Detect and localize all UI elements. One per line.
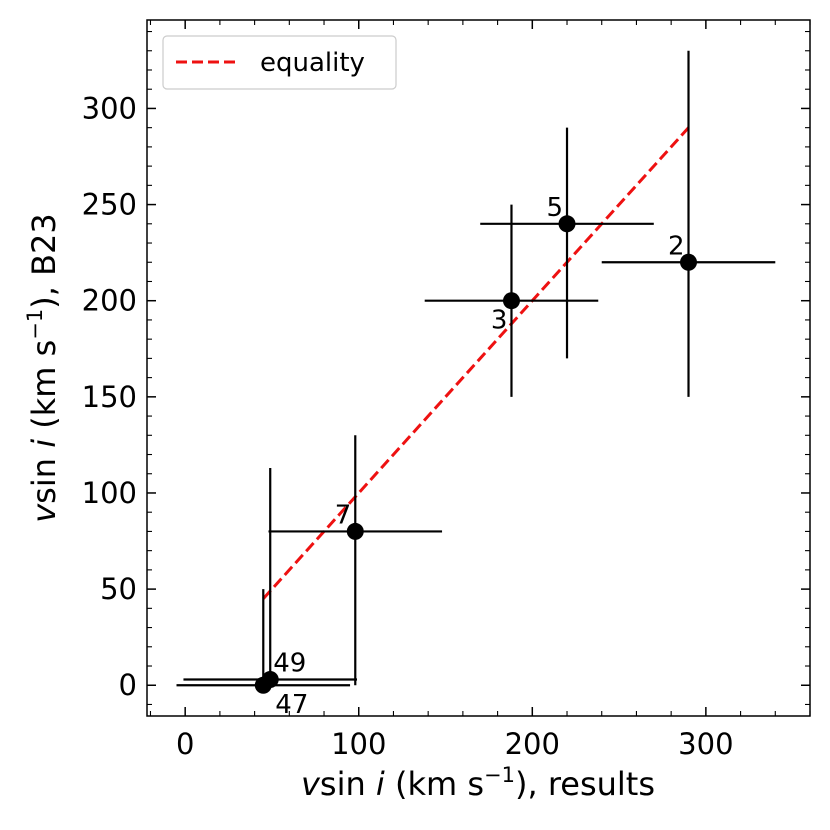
y-axis-label-v: v [25, 503, 63, 523]
y-tick-label: 200 [82, 284, 137, 318]
y-axis-label-exponent: −1 [23, 309, 47, 340]
legend-box [162, 35, 397, 90]
axis-ticks [147, 20, 811, 716]
x-axis-label-i: i [376, 765, 385, 803]
tick-labels: 0 100 200 300 0 50 100 150 200 250 300 [82, 91, 734, 761]
point-label-5: 5 [546, 193, 563, 223]
data-point-2 [680, 253, 698, 271]
plot-frame [146, 19, 811, 717]
point-label-3: 3 [491, 306, 508, 336]
point-label-49: 49 [273, 648, 306, 678]
x-axis-label-rest: ), results [515, 765, 655, 803]
y-axis-label-rest: ), B23 [25, 213, 63, 309]
y-axis-label-sin: sin [25, 448, 63, 504]
point-label-2: 2 [668, 231, 685, 261]
x-axis-label-exponent: −1 [484, 763, 515, 787]
y-axis-label-i: i [25, 439, 63, 448]
data-point-3 [502, 292, 520, 310]
y-tick-label: 0 [119, 668, 137, 702]
y-axis-label: vsin i (km s−1), B23 [23, 213, 63, 523]
x-axis-label-units: (km s [385, 765, 484, 803]
data-point-47 [254, 676, 272, 694]
x-axis-label-v: v [301, 765, 321, 803]
x-tick-label: 200 [505, 727, 560, 761]
equality-line-layer [262, 126, 690, 600]
x-tick-label: 300 [678, 727, 733, 761]
legend: equality [162, 35, 397, 90]
equality-line [262, 126, 690, 600]
x-axis-label-sin: sin [320, 765, 376, 803]
point-label-47: 47 [275, 690, 308, 720]
y-axis-label-units: (km s [25, 340, 63, 439]
y-tick-label: 50 [100, 572, 137, 606]
x-tick-label: 0 [176, 727, 194, 761]
x-axis-label: vsin i (km s−1), results [301, 763, 655, 803]
x-tick-label: 100 [331, 727, 386, 761]
y-tick-label: 100 [82, 476, 137, 510]
y-tick-label: 300 [82, 91, 137, 125]
data-point-5 [558, 215, 576, 233]
data-point-7 [346, 522, 364, 540]
data-points [254, 215, 698, 694]
errorbars [176, 50, 776, 687]
point-labels: 2 5 3 7 49 47 [273, 193, 684, 720]
y-tick-label: 150 [82, 380, 137, 414]
point-label-7: 7 [335, 500, 352, 530]
y-tick-label: 250 [82, 188, 137, 222]
legend-equality-label: equality [260, 48, 365, 78]
